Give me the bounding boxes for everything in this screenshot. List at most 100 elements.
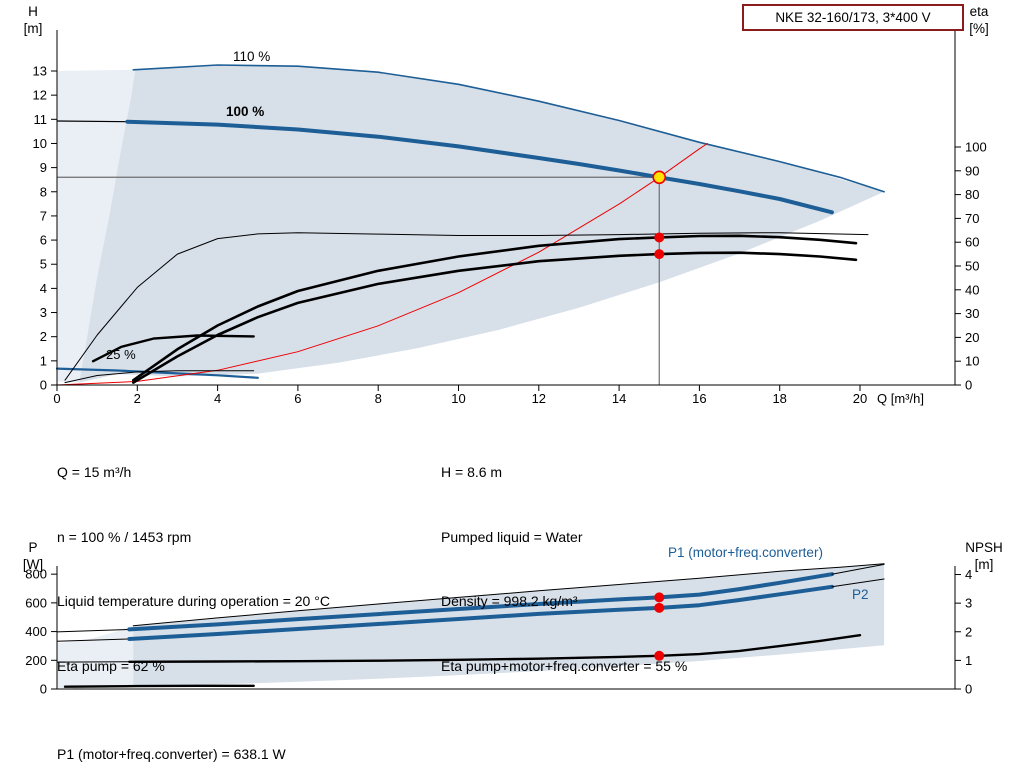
p2-low-flow-curve (56, 638, 130, 642)
eta-25-curve (91, 334, 255, 363)
p1-point (654, 592, 665, 603)
x-tick-label: 6 (294, 391, 301, 406)
eta-pump-point (654, 232, 665, 243)
y-right-tick-label: 0 (965, 378, 972, 393)
result-line: P1 (motor+freq.converter) = 638.1 W (57, 746, 286, 762)
y-left-tick-label: 11 (34, 112, 48, 127)
speed-100-curve (125, 119, 834, 215)
speed-100-low-flow-curve (56, 120, 128, 123)
y-left-tick-label: 13 (33, 63, 47, 78)
power-npsh-chart: 0 200 400 600 800 0 1 2 3 4 (25, 563, 972, 697)
y-left-tick-label: 12 (33, 88, 47, 103)
p1-curve (127, 572, 834, 632)
p2-curve-label: P2 (852, 587, 869, 602)
p-25-curve (63, 684, 255, 688)
y-left-tick-label: 9 (40, 160, 47, 175)
axis-title-line: H (28, 4, 38, 19)
axis-title-line: [m] (23, 21, 43, 36)
x-tick-label: 20 (853, 391, 867, 406)
qh-eta-chart: 0123456789101112130102030405060708090100… (33, 30, 987, 406)
y-right-tick-label: 50 (965, 259, 979, 274)
x-axis-label: Q [m³/h] (877, 391, 924, 406)
y-left-tick-label: 0 (40, 378, 47, 393)
y-left-tick-label: 3 (40, 305, 47, 320)
y-right-tick-label: 40 (965, 282, 979, 297)
allowed-operating-area (79, 65, 885, 383)
speed-110-label: 110 % (233, 49, 271, 64)
h-axis-title: H [m] (18, 3, 48, 37)
eta-axis-title: eta [%] (961, 3, 997, 37)
x-tick-label: 16 (692, 391, 706, 406)
x-tick-label: 18 (772, 391, 786, 406)
p2-ext-curve (831, 578, 885, 588)
eta-25-small-curve (64, 370, 255, 384)
duty-info-right: H = 8.6 m Pumped liquid = Water Density … (441, 419, 687, 720)
info-line: Liquid temperature during operation = 20… (57, 593, 330, 609)
y-left-tick-label: 200 (25, 653, 47, 668)
axis-title-line: P (28, 540, 38, 555)
x-tick-label: 2 (134, 391, 141, 406)
speed-110-curve (132, 64, 885, 193)
npsh-axis-title: NPSH [m] (958, 539, 1010, 573)
y-right-tick-label: 60 (965, 235, 979, 250)
power-low-flow-area (57, 625, 134, 689)
info-line: Eta pump+motor+freq.converter = 55 % (441, 657, 688, 674)
axis-title-line: eta (969, 4, 989, 19)
operating-point[interactable] (652, 170, 667, 185)
y-left-tick-label: 8 (40, 184, 47, 199)
eta-pump-curve (132, 234, 858, 382)
p1-low-flow-curve (56, 628, 130, 633)
p1-ext-curve (831, 563, 885, 575)
y-left-tick-label: 2 (40, 329, 47, 344)
info-line: H = 8.6 m (441, 464, 503, 480)
axis-title-line: [W] (22, 557, 44, 572)
x-tick-label: 12 (532, 391, 546, 406)
y-left-tick-label: 4 (40, 281, 47, 296)
p2-curve (127, 584, 834, 641)
pump-title-box: NKE 32-160/173, 3*400 V (742, 4, 964, 31)
npsh-curve (128, 634, 862, 663)
x-tick-label: 8 (375, 391, 382, 406)
x-tick-label: 10 (451, 391, 465, 406)
info-line: Q = 15 m³/h (57, 464, 132, 480)
y-left-tick-label: 600 (25, 595, 47, 610)
y-right-tick-label: 4 (965, 567, 972, 582)
info-line: n = 100 % / 1453 rpm (57, 528, 192, 545)
y-right-tick-label: 1 (965, 653, 972, 668)
info-line: Density = 998.2 kg/m³ (441, 593, 578, 609)
speed-25-label: 25 % (106, 347, 136, 362)
y-left-tick-label: 800 (25, 567, 47, 582)
y-right-tick-label: 30 (965, 306, 979, 321)
y-left-tick-label: 0 (40, 682, 47, 697)
y-left-tick-label: 5 (40, 257, 47, 272)
x-tick-label: 4 (214, 391, 221, 406)
p-axis-title: P [W] (18, 539, 48, 573)
y-right-tick-label: 80 (965, 187, 979, 202)
duty-info-left: Q = 15 m³/h n = 100 % / 1453 rpm Liquid … (57, 419, 330, 720)
speed-25-curve (55, 367, 259, 379)
eta-pump-motor-freq-curve (132, 251, 858, 384)
p1-curve-label: P1 (motor+freq.converter) (668, 545, 823, 560)
x-tick-label: 0 (53, 391, 60, 406)
eta-pump-ref-curve (64, 232, 869, 381)
speed-100-label: 100 % (226, 104, 265, 119)
y-right-tick-label: 3 (965, 596, 972, 611)
y-right-tick-label: 10 (965, 354, 979, 369)
x-tick-label: 14 (612, 391, 626, 406)
y-right-tick-label: 100 (965, 140, 987, 155)
y-left-tick-label: 6 (40, 233, 47, 248)
p1-110-curve (132, 563, 885, 627)
npsh-point (654, 650, 665, 661)
low-flow-area (57, 69, 136, 383)
p2-point (654, 602, 665, 613)
axis-title-line: NPSH (965, 540, 1003, 555)
affinity-line-curve (56, 143, 708, 386)
y-left-tick-label: 7 (40, 208, 47, 223)
axis-title-line: [m] (974, 557, 994, 572)
y-right-tick-label: 2 (965, 624, 972, 639)
eta-total-point (654, 249, 665, 260)
info-line: Eta pump = 62 % (57, 657, 165, 674)
y-right-tick-label: 70 (965, 211, 979, 226)
results-block: P1 (motor+freq.converter) = 638.1 W P2 =… (57, 701, 286, 781)
